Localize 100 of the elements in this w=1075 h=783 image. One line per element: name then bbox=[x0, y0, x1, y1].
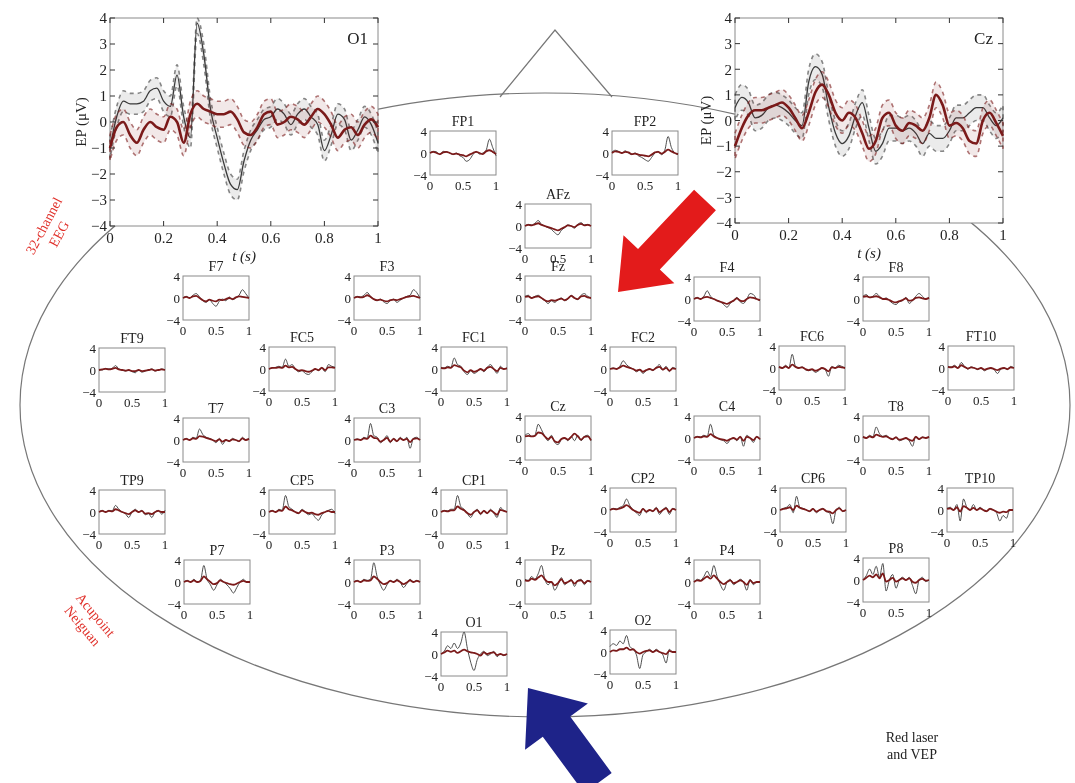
y-tick-label: −4 bbox=[763, 524, 778, 540]
y-tick-label: 4 bbox=[853, 269, 861, 285]
x-tick-label: 0.5 bbox=[549, 463, 567, 478]
line-series bbox=[862, 433, 930, 442]
y-tick-label: −4 bbox=[508, 596, 523, 612]
line-series bbox=[524, 222, 592, 232]
y-tick-label: 1 bbox=[724, 87, 732, 104]
line-series bbox=[440, 364, 508, 374]
y-tick-label: −4 bbox=[508, 312, 523, 328]
x-tick-label: 0.5 bbox=[208, 607, 226, 622]
x-tick-label: 0.5 bbox=[123, 537, 141, 552]
x-tick-label: 0.5 bbox=[718, 607, 736, 622]
y-tick-label: 0 bbox=[853, 430, 860, 446]
chart-title: O2 bbox=[634, 613, 652, 628]
chart-title: F4 bbox=[719, 260, 735, 275]
y-tick-label: 0 bbox=[344, 432, 351, 448]
y-tick-label: 4 bbox=[769, 338, 777, 354]
y-tick-label: 0 bbox=[431, 646, 438, 662]
line-series bbox=[609, 646, 677, 656]
y-tick-label: −4 bbox=[846, 313, 861, 329]
chart-title: Cz bbox=[550, 399, 566, 414]
y-tick-label: 0 bbox=[684, 291, 691, 307]
line-series bbox=[693, 433, 761, 442]
chart-title: CP5 bbox=[289, 473, 315, 488]
y-tick-label: 0 bbox=[769, 360, 776, 376]
y-tick-label: 4 bbox=[515, 408, 523, 424]
x-tick-label: 0.5 bbox=[378, 465, 396, 480]
y-tick-label: 0 bbox=[173, 290, 180, 306]
chart-title: FT10 bbox=[965, 329, 997, 344]
chart-title: FC6 bbox=[799, 329, 825, 344]
line-series bbox=[524, 423, 592, 446]
y-tick-label: −3 bbox=[91, 192, 107, 209]
y-tick-label: 0 bbox=[344, 574, 351, 590]
y-tick-label: 4 bbox=[684, 552, 692, 568]
x-tick-label: 0.5 bbox=[972, 393, 990, 408]
y-tick-label: 0 bbox=[420, 145, 427, 161]
y-tick-label: −2 bbox=[716, 164, 732, 180]
y-tick-label: 4 bbox=[89, 482, 97, 498]
x-tick-label: 0.5 bbox=[549, 323, 567, 338]
y-tick-label: −4 bbox=[337, 312, 352, 328]
y-tick-label: 0 bbox=[600, 502, 607, 518]
chart-title: C3 bbox=[378, 401, 396, 416]
x-tick-label: 0.6 bbox=[886, 227, 906, 243]
chart-title: P3 bbox=[379, 543, 395, 558]
x-tick-label: 0.5 bbox=[549, 607, 567, 622]
y-tick-label: 0 bbox=[515, 430, 522, 446]
y-tick-label: 0 bbox=[259, 361, 266, 377]
chart-title: FT9 bbox=[120, 331, 144, 346]
x-tick-label: 1 bbox=[999, 227, 1007, 243]
chart-title: FC2 bbox=[630, 330, 656, 345]
line-series bbox=[268, 505, 336, 516]
y-tick-label: 2 bbox=[99, 62, 107, 79]
line-series bbox=[862, 563, 930, 595]
line-series bbox=[524, 574, 592, 587]
line-series bbox=[183, 575, 251, 586]
y-tick-label: −2 bbox=[91, 166, 107, 183]
x-tick-label: 0.8 bbox=[315, 230, 334, 246]
y-tick-label: 0 bbox=[724, 112, 732, 129]
x-tick-label: 0.2 bbox=[154, 230, 173, 246]
y-tick-label: 4 bbox=[259, 482, 267, 498]
y-tick-label: −4 bbox=[167, 596, 182, 612]
x-tick-label: 0.4 bbox=[832, 227, 853, 243]
line-series bbox=[429, 149, 497, 158]
y-tick-label: 0 bbox=[602, 145, 609, 161]
x-tick-label: 0.5 bbox=[636, 178, 654, 193]
y-tick-label: −4 bbox=[508, 452, 523, 468]
line-series bbox=[862, 572, 930, 584]
y-tick-label: 4 bbox=[420, 123, 428, 139]
chart-title: CP6 bbox=[800, 471, 826, 486]
y-tick-label: 4 bbox=[684, 269, 692, 285]
y-tick-label: 0 bbox=[431, 361, 438, 377]
chart-title: P4 bbox=[719, 543, 735, 558]
line-series bbox=[440, 648, 508, 657]
y-tick-label: 0 bbox=[684, 574, 691, 590]
x-tick-label: 0.5 bbox=[293, 537, 311, 552]
y-tick-label: −4 bbox=[846, 452, 861, 468]
line-series bbox=[609, 504, 677, 514]
line-series bbox=[734, 66, 1004, 152]
y-tick-label: −4 bbox=[593, 383, 608, 399]
line-series bbox=[353, 423, 421, 449]
chart-title: AFz bbox=[545, 187, 571, 202]
chart-title: T7 bbox=[208, 401, 224, 416]
x-tick-label: 0.6 bbox=[261, 230, 281, 246]
x-tick-label: 0.5 bbox=[465, 394, 483, 409]
y-tick-label: 4 bbox=[853, 550, 861, 566]
y-tick-label: 0 bbox=[937, 502, 944, 518]
y-tick-label: −4 bbox=[677, 596, 692, 612]
y-tick-label: −4 bbox=[82, 384, 97, 400]
x-tick-label: 0.5 bbox=[804, 535, 822, 550]
line-series bbox=[353, 575, 421, 586]
chart-title: FP1 bbox=[451, 114, 475, 129]
x-tick-label: 0.5 bbox=[803, 393, 821, 408]
y-tick-label: 0 bbox=[259, 504, 266, 520]
y-tick-label: 4 bbox=[684, 408, 692, 424]
y-tick-label: 0 bbox=[853, 572, 860, 588]
y-tick-label: 0 bbox=[89, 504, 96, 520]
y-tick-label: 4 bbox=[602, 123, 610, 139]
x-tick-label: 1 bbox=[492, 178, 500, 193]
y-tick-label: 0 bbox=[89, 362, 96, 378]
chart-title: CP2 bbox=[630, 471, 656, 486]
